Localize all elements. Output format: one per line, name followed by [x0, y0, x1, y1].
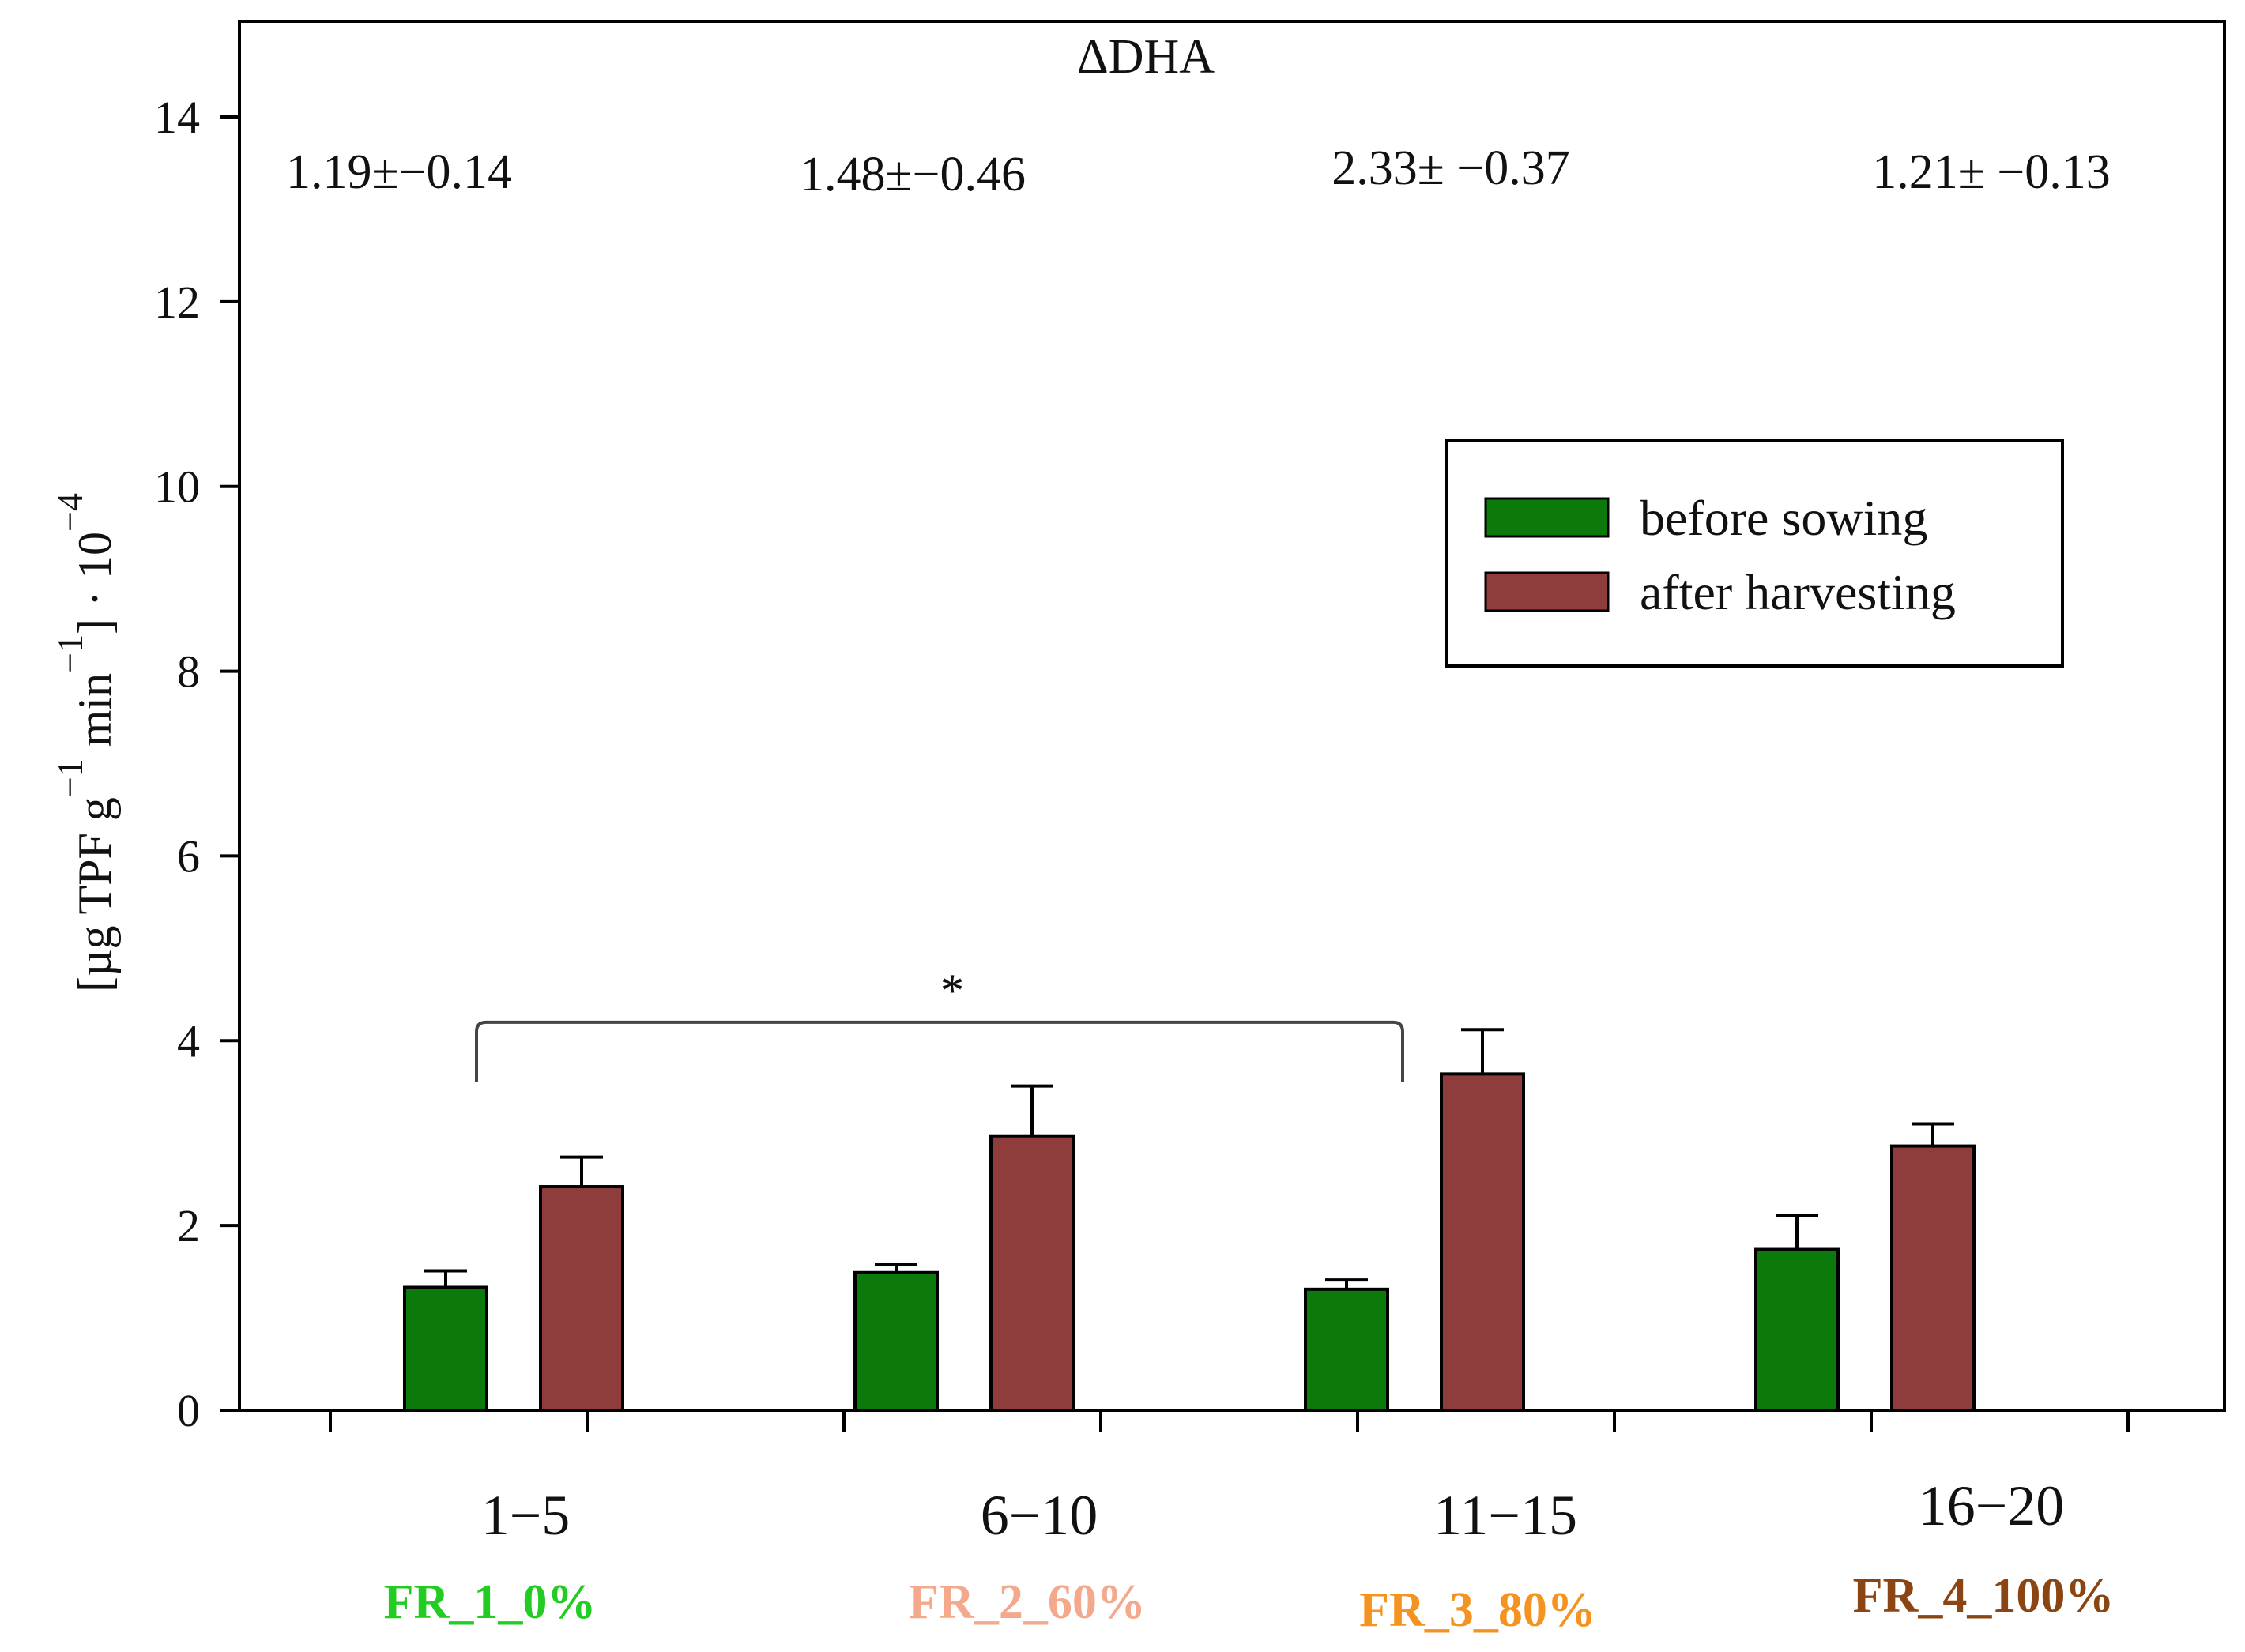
legend-label-after-harvesting: after harvesting	[1640, 564, 1956, 620]
significance-marker: *	[940, 965, 964, 1017]
legend-frame	[1445, 439, 2064, 668]
significance-bracket: *	[475, 965, 1404, 1082]
x-category-label: 16−20	[1919, 1474, 2065, 1537]
x-axis: 1−5 FR_1_0% 6−10 FR_2_60% 11−15 FR_3_80% 16−20…	[329, 1410, 2130, 1637]
x-category-label: 6−10	[981, 1484, 1098, 1547]
bar-before-sowing	[403, 1285, 488, 1412]
bar-after-harvesting	[1890, 1144, 1976, 1412]
y-tick-label-0: 0	[177, 1385, 200, 1436]
bar-before-sowing	[853, 1270, 939, 1413]
legend-label-before-sowing: before sowing	[1640, 490, 1927, 546]
y-tick-label-4: 4	[177, 1015, 200, 1067]
chart-title: ΔDHA	[1077, 30, 1215, 84]
bar-after-harvesting	[1440, 1072, 1525, 1412]
x-category-label: 11−15	[1433, 1484, 1577, 1547]
y-axis-label: [µg TPF g−1 min−1] · 10−4	[50, 493, 121, 992]
delta-annotation: 1.48±−0.46	[800, 148, 1026, 201]
y-tick-label-8: 8	[177, 646, 200, 698]
legend: before sowing after harvesting	[1445, 439, 2064, 668]
y-tick-label-10: 10	[154, 461, 200, 513]
delta-annotation: 1.19±−0.14	[286, 145, 512, 199]
x-category-label: 1−5	[481, 1484, 571, 1547]
y-tick-label-6: 6	[177, 830, 200, 882]
x-category-subtitle: FR_2_60%	[909, 1575, 1146, 1629]
legend-swatch-before-sowing	[1484, 497, 1610, 538]
bar-before-sowing	[1754, 1247, 1840, 1413]
y-tick-label-2: 2	[177, 1200, 200, 1251]
significance-line	[475, 1020, 1404, 1082]
delta-annotation: 1.21± −0.13	[1872, 145, 2111, 199]
bar-after-harvesting	[989, 1134, 1075, 1413]
bars	[403, 1028, 1976, 1413]
x-category-subtitle: FR_1_0%	[384, 1575, 597, 1629]
bar-after-harvesting	[539, 1185, 624, 1412]
y-axis: 0 2 4 6 8 10 12 14	[154, 92, 239, 1436]
legend-swatch-after-harvesting	[1484, 571, 1610, 612]
bar-before-sowing	[1304, 1287, 1389, 1413]
delta-annotation: 2.33± −0.37	[1332, 141, 1570, 195]
y-tick-label-12: 12	[154, 277, 200, 328]
x-category-subtitle: FR_4_100%	[1853, 1569, 2115, 1623]
y-tick-label-14: 14	[154, 92, 200, 143]
x-category-subtitle: FR_3_80%	[1359, 1583, 1596, 1637]
delta-annotations: 1.19±−0.14 1.48±−0.46 2.33± −0.37 1.21± −0.…	[286, 141, 2111, 201]
plot-frame	[238, 20, 2226, 1412]
